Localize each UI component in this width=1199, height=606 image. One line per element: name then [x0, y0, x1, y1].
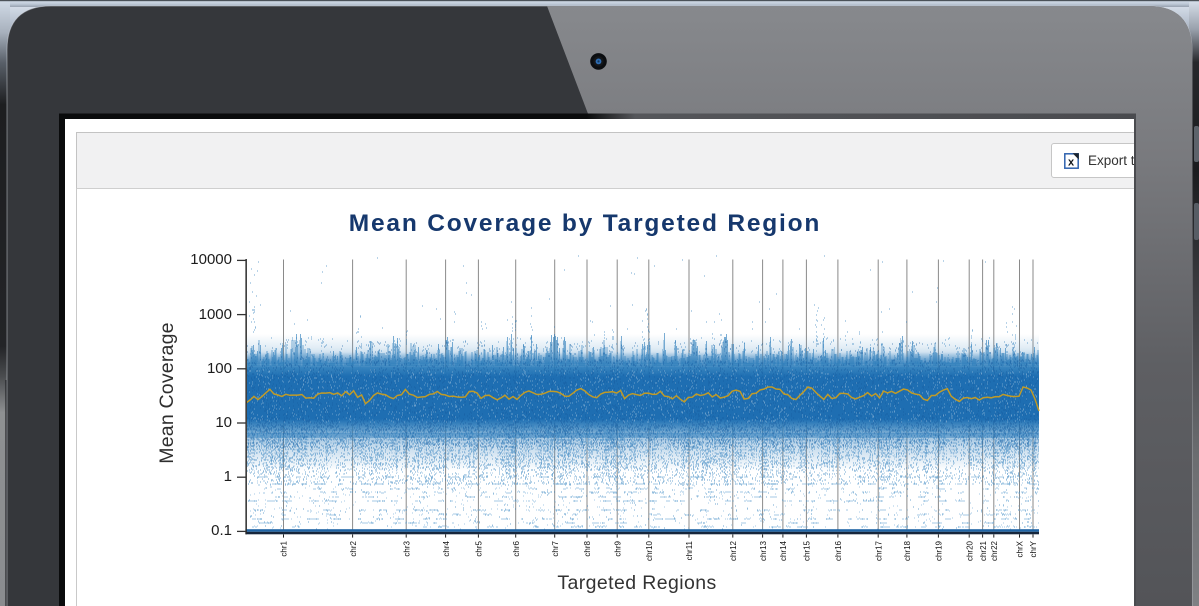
svg-text:chr1: chr1 — [280, 540, 289, 556]
svg-text:chr10: chr10 — [645, 540, 654, 561]
svg-text:chr12: chr12 — [729, 540, 738, 561]
svg-text:chr14: chr14 — [779, 540, 788, 561]
svg-text:chr6: chr6 — [512, 540, 521, 556]
svg-text:chr3: chr3 — [402, 540, 411, 556]
svg-text:chr22: chr22 — [990, 540, 999, 561]
svg-text:chr19: chr19 — [935, 540, 944, 561]
svg-text:chr5: chr5 — [475, 540, 484, 556]
svg-text:chr20: chr20 — [965, 540, 974, 561]
svg-text:chr7: chr7 — [551, 540, 560, 556]
svg-text:chr15: chr15 — [803, 540, 812, 561]
svg-text:chr16: chr16 — [834, 540, 843, 561]
svg-text:chr4: chr4 — [442, 540, 451, 556]
svg-text:x: x — [1068, 156, 1075, 168]
svg-text:chr13: chr13 — [759, 540, 768, 561]
svg-text:chr11: chr11 — [685, 540, 694, 560]
svg-text:chrY: chrY — [1029, 540, 1038, 557]
svg-text:chrX: chrX — [1016, 540, 1025, 557]
svg-text:chr8: chr8 — [583, 540, 592, 556]
svg-text:chr17: chr17 — [874, 540, 883, 561]
svg-text:chr9: chr9 — [613, 540, 622, 556]
svg-text:chr2: chr2 — [349, 540, 358, 556]
svg-text:chr21: chr21 — [979, 540, 988, 561]
svg-text:chr18: chr18 — [903, 540, 912, 561]
